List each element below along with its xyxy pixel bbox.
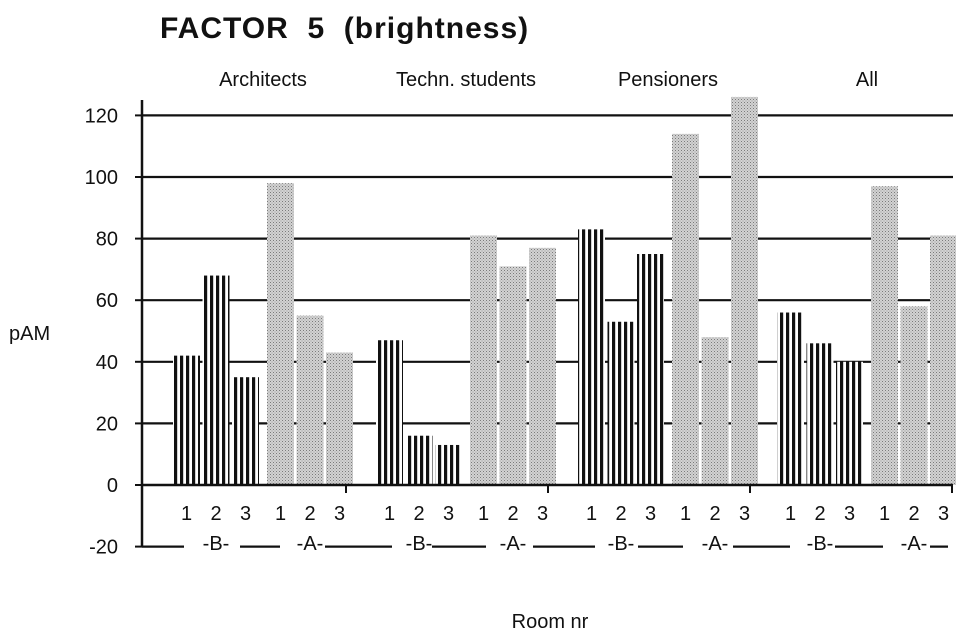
y-tick-label: 100 — [85, 167, 118, 189]
room-number-label: 1 — [586, 503, 597, 525]
room-number-label: 2 — [413, 503, 424, 525]
bar-A-3 — [731, 96, 758, 486]
condition-label-B: -B- — [406, 533, 433, 555]
bar-B-2 — [405, 435, 433, 485]
room-number-label: 1 — [879, 503, 890, 525]
y-tick-label: 120 — [85, 105, 118, 127]
room-number-label: 2 — [709, 503, 720, 525]
room-number-label: 3 — [443, 503, 454, 525]
group-label: Architects — [219, 69, 307, 91]
y-tick-label: 0 — [107, 475, 118, 497]
room-number-label: 3 — [938, 503, 949, 525]
room-number-label: 2 — [304, 503, 315, 525]
bar-B-3 — [836, 361, 863, 485]
condition-label-B: -B- — [608, 533, 635, 555]
bar-B-2 — [806, 343, 834, 485]
condition-label-A: -A- — [901, 533, 928, 555]
axes — [135, 100, 953, 548]
bar-B-1 — [777, 312, 804, 485]
room-number-label: 3 — [334, 503, 345, 525]
y-tick-label: -20 — [89, 537, 118, 559]
room-number-label: 1 — [384, 503, 395, 525]
bar-B-2 — [202, 275, 230, 485]
room-number-label: 1 — [275, 503, 286, 525]
condition-label-A: -A- — [297, 533, 324, 555]
bar-A-2 — [900, 306, 928, 485]
bar-A-2 — [499, 266, 527, 485]
bar-A-2 — [296, 315, 324, 485]
y-tick-label: 40 — [96, 352, 118, 374]
bar-A-3 — [930, 235, 956, 485]
bar-A-3 — [326, 352, 353, 485]
room-number-label: 2 — [507, 503, 518, 525]
bar-A-1 — [267, 183, 294, 485]
y-tick-label: 20 — [96, 413, 118, 435]
condition-label-A: -A- — [500, 533, 527, 555]
bar-B-2 — [607, 321, 635, 485]
chart-title: FACTOR 5 (brightness) — [160, 12, 529, 45]
bars — [173, 96, 956, 486]
room-number-label: 1 — [181, 503, 192, 525]
bar-B-1 — [578, 229, 605, 485]
bar-B-1 — [376, 340, 403, 485]
bar-B-3 — [232, 377, 259, 485]
condition-label-A: -A- — [702, 533, 729, 555]
bar-A-1 — [470, 235, 497, 485]
room-number-label: 3 — [844, 503, 855, 525]
group-label: Pensioners — [618, 69, 718, 91]
bar-B-3 — [637, 254, 664, 485]
y-tick-label: 60 — [96, 290, 118, 312]
room-number-label: 1 — [785, 503, 796, 525]
room-number-label: 2 — [210, 503, 221, 525]
room-number-label: 1 — [478, 503, 489, 525]
bar-A-1 — [871, 186, 898, 486]
y-axis-title: pAM — [9, 323, 50, 345]
room-number-label: 2 — [908, 503, 919, 525]
condition-label-B: -B- — [203, 533, 230, 555]
bar-A-2 — [701, 337, 729, 485]
bar-A-3 — [529, 247, 556, 485]
room-number-label: 3 — [240, 503, 251, 525]
room-number-label: 3 — [537, 503, 548, 525]
x-axis-title: Room nr — [512, 611, 589, 633]
bar-B-3 — [435, 444, 462, 485]
room-number-label: 3 — [645, 503, 656, 525]
room-number-label: 2 — [615, 503, 626, 525]
condition-label-B: -B- — [807, 533, 834, 555]
group-label: Techn. students — [396, 69, 536, 91]
room-number-label: 2 — [814, 503, 825, 525]
group-label: All — [856, 69, 878, 91]
bar-A-1 — [672, 133, 699, 485]
y-tick-label: 80 — [96, 229, 118, 251]
room-number-label: 3 — [739, 503, 750, 525]
bar-B-1 — [173, 355, 200, 485]
room-number-label: 1 — [680, 503, 691, 525]
